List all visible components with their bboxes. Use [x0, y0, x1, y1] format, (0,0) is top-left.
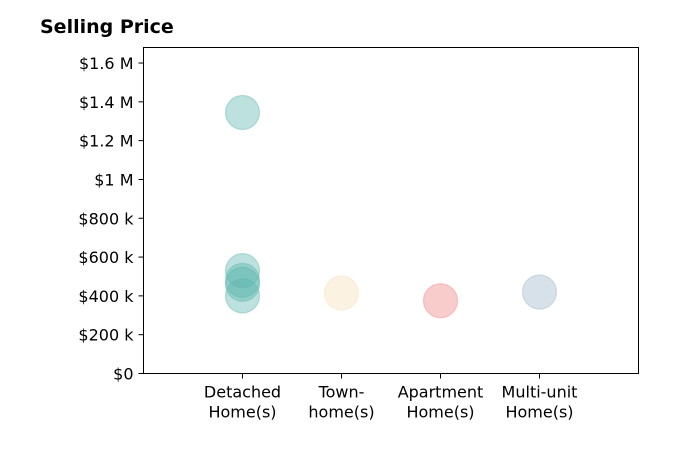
x-tick-label: Town-home(s) — [308, 383, 374, 422]
y-tick-label: $1.6 M — [79, 54, 134, 73]
x-tick-label: Multi-unit Home(s) — [502, 383, 578, 422]
y-tick-label: $1.4 M — [79, 93, 134, 112]
y-axis: $0 $200 k $400 k $600 k $800 k $1 M $1.2 M $1.4… — [78, 54, 144, 384]
x-tick-label: Detached Home(s) — [204, 383, 281, 422]
data-point — [323, 275, 360, 311]
chart-title: Selling Price — [40, 16, 174, 38]
data-point — [521, 274, 558, 310]
data-point — [224, 94, 261, 131]
y-tick-label: $200 k — [78, 326, 134, 345]
data-point — [224, 262, 261, 298]
data-point — [224, 278, 261, 314]
y-tick-label: $400 k — [78, 287, 134, 306]
y-tick-label: $1 M — [94, 170, 133, 189]
y-tick-label: $800 k — [78, 209, 134, 228]
x-tick-label: Apartment Home(s) — [398, 383, 484, 422]
y-tick-label: $600 k — [78, 248, 134, 267]
plot-area-frame — [143, 47, 639, 374]
x-axis: Detached Home(s) Town-home(s) Apartment Home… — [204, 373, 578, 422]
data-point — [224, 253, 261, 289]
points-layer — [224, 94, 558, 319]
data-point — [422, 283, 459, 319]
y-tick-label: $0 — [113, 365, 133, 384]
y-tick-label: $1.2 M — [79, 132, 134, 151]
data-point — [224, 266, 261, 302]
